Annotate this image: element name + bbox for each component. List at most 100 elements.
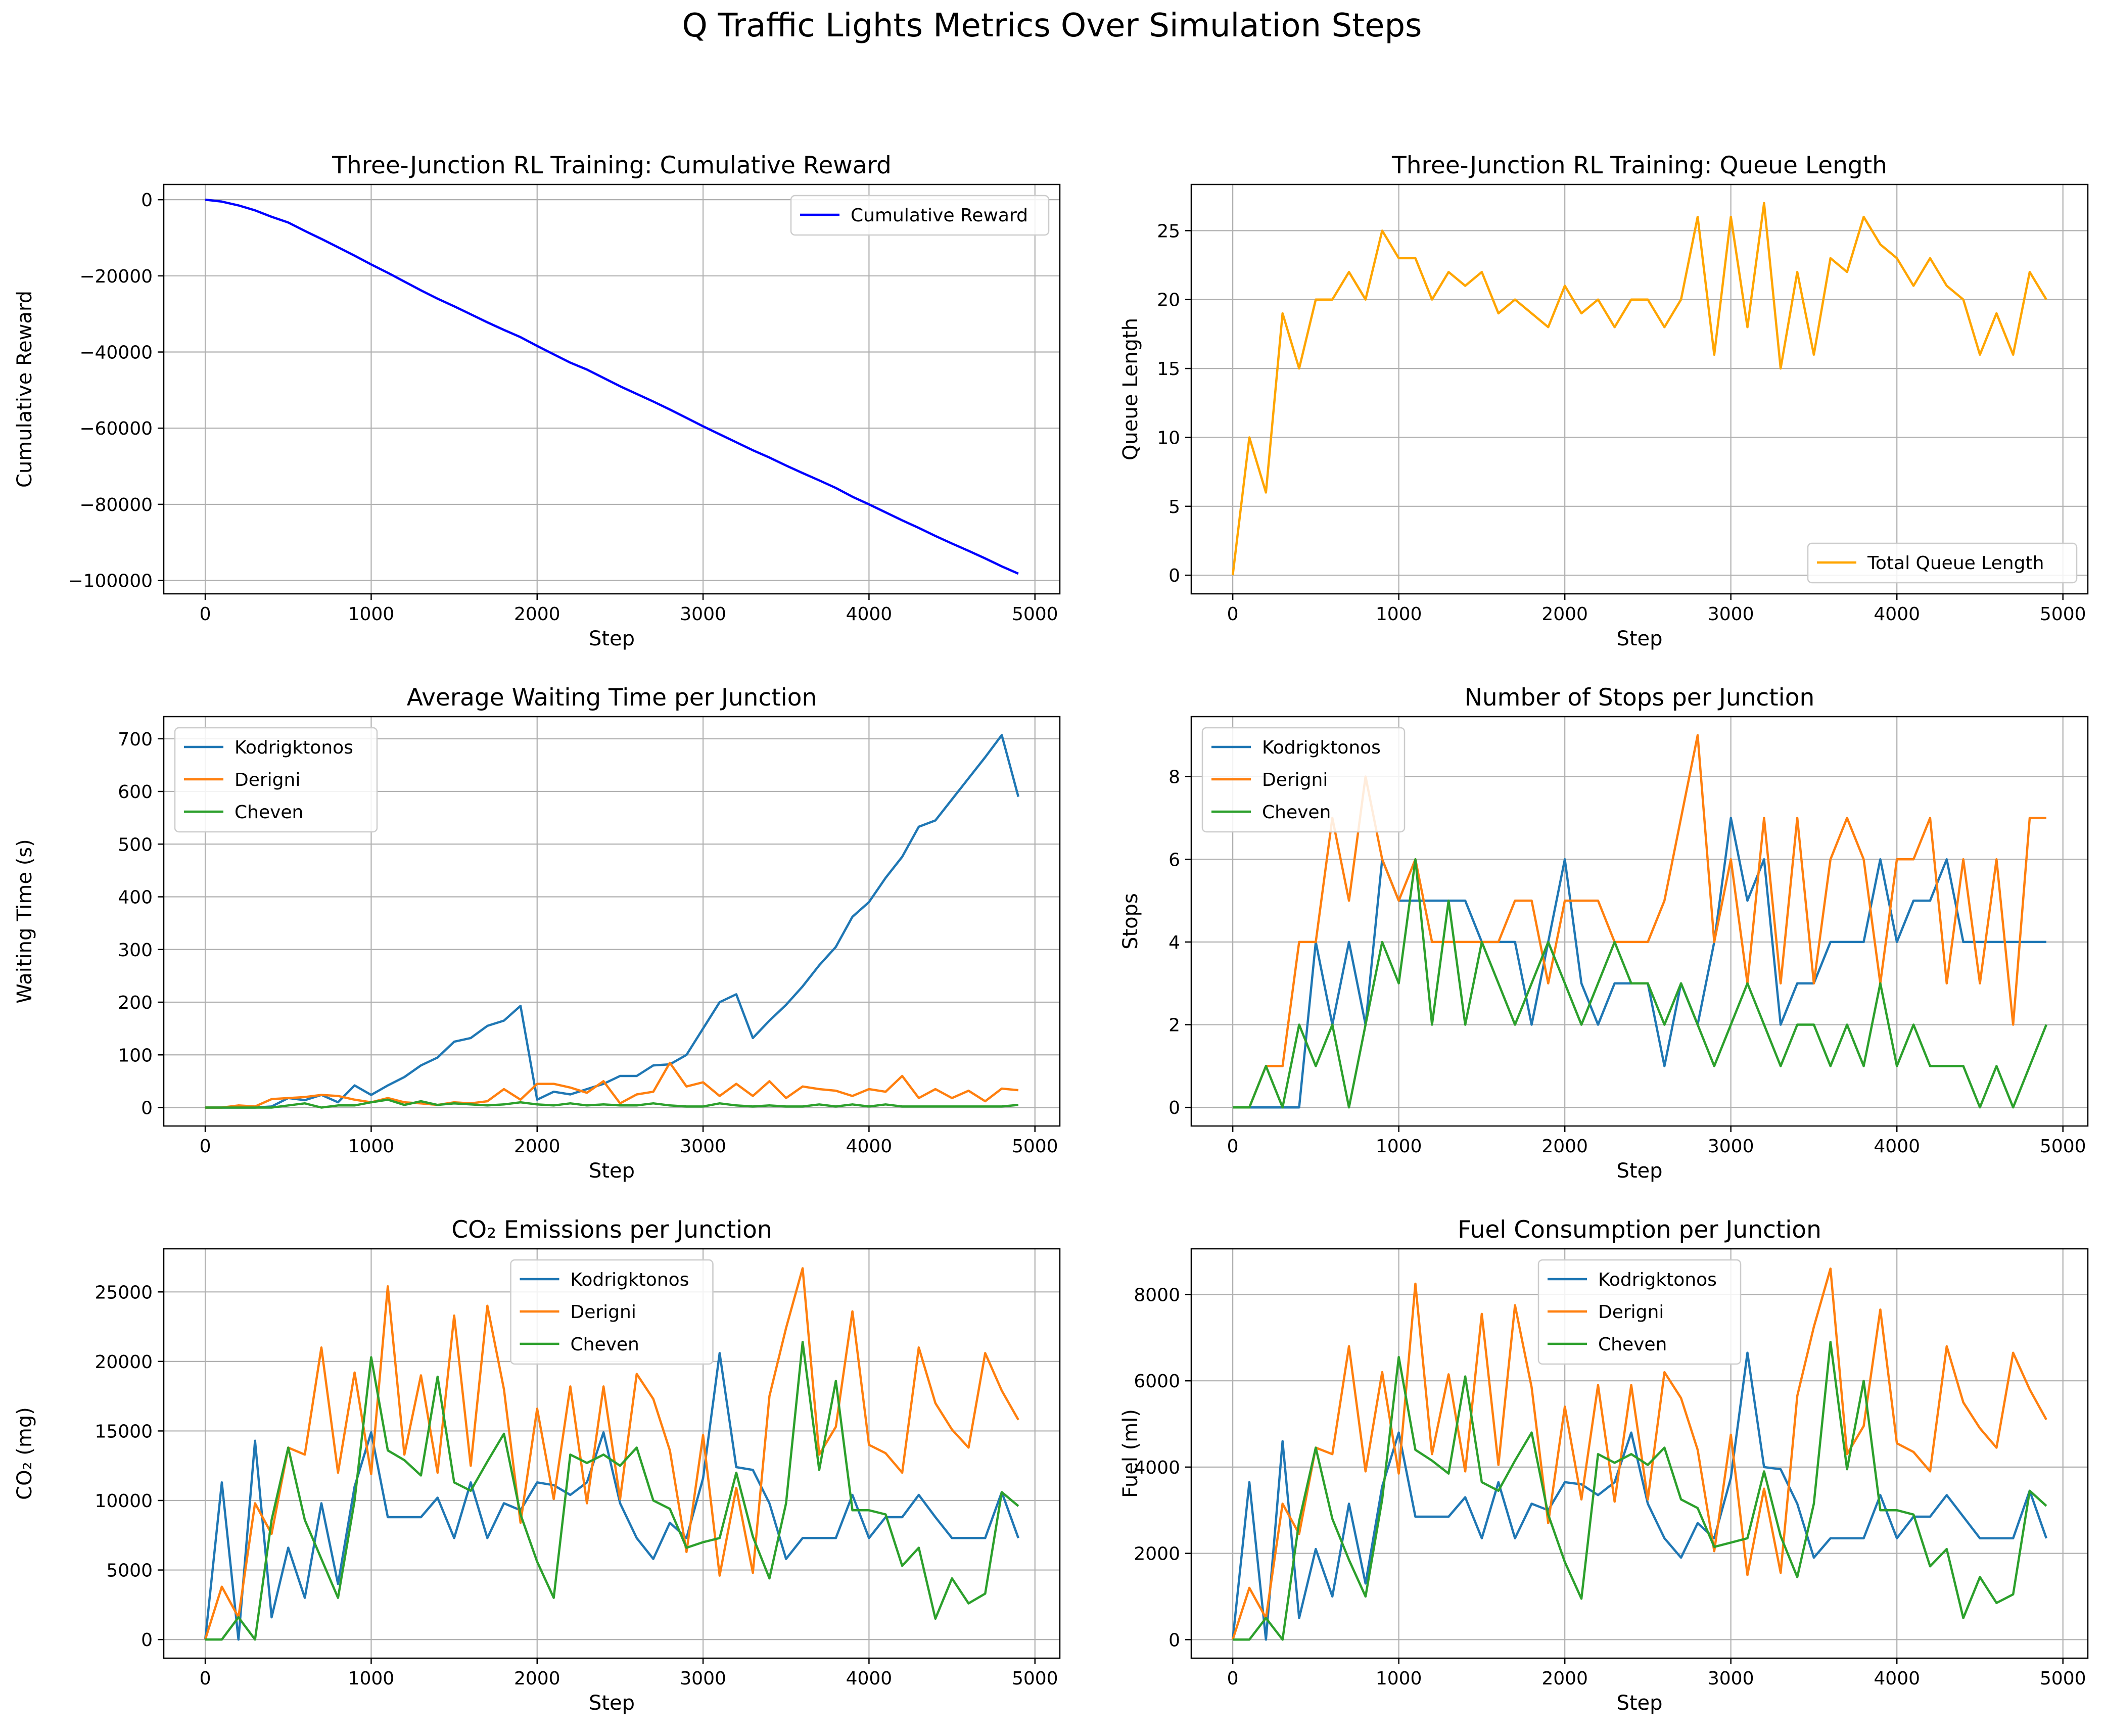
subplot-1: 0 1000 2000 3000 4000 5000 0 −20000 −40000 −60000… xyxy=(13,152,1061,650)
series-line xyxy=(1231,202,2047,576)
y-tick-label: 6 xyxy=(1168,850,1180,870)
legend-box xyxy=(1201,727,1406,833)
y-tick-label: 500 xyxy=(118,834,153,855)
subplot-title: Three-Junction RL Training: Queue Length xyxy=(1391,152,1887,179)
legend: Kodrigktonos Derigni Cheven xyxy=(1201,727,1406,833)
y-tick-label: 25000 xyxy=(95,1282,153,1303)
series-line xyxy=(204,1352,1020,1641)
x-tick-label: 1000 xyxy=(348,1668,395,1689)
x-tick-label: 0 xyxy=(1227,1668,1239,1689)
y-tick-label: 5 xyxy=(1168,497,1180,518)
axes-frame xyxy=(1190,1248,2089,1659)
x-tick-label: 1000 xyxy=(348,604,395,625)
axes-frame xyxy=(1190,716,2089,1127)
subplot-6: 0 1000 2000 3000 4000 5000 0 2000 4000 6000 8000 Fu… xyxy=(1119,1216,2089,1715)
series-line xyxy=(204,1267,1019,1640)
x-tick-label: 4000 xyxy=(1874,1668,1920,1689)
y-tick-label: 200 xyxy=(118,993,153,1013)
y-tick-label: 400 xyxy=(118,887,153,908)
subplot-3: 0 1000 2000 3000 4000 5000 0 100 200 300 400 500 600… xyxy=(13,684,1061,1183)
subplot-title: Three-Junction RL Training: Cumulative R… xyxy=(332,152,892,179)
x-tick-label: 5000 xyxy=(2040,1668,2086,1689)
subplot-2: 0 1000 2000 3000 4000 5000 0 5 10 15 20 25 Three-Jun… xyxy=(1119,152,2089,650)
legend-box xyxy=(174,727,378,833)
x-tick-label: 0 xyxy=(200,604,211,625)
x-tick-label: 4000 xyxy=(1874,604,1920,625)
y-tick-label: 8000 xyxy=(1134,1285,1180,1305)
x-tick-label: 1000 xyxy=(348,1136,395,1157)
x-tick-label: 2000 xyxy=(1541,604,1588,625)
x-tick-label: 1000 xyxy=(1376,1668,1422,1689)
axes-frame xyxy=(163,183,1061,595)
x-axis-label: Step xyxy=(589,1692,635,1715)
x-tick-label: 5000 xyxy=(2040,604,2086,625)
x-tick-label: 5000 xyxy=(1012,1668,1058,1689)
series-line xyxy=(205,1098,1019,1109)
legend-label: Derigni xyxy=(571,1302,636,1323)
x-tick-label: 2000 xyxy=(1541,1136,1588,1157)
y-axis-label: Cumulative Reward xyxy=(13,291,36,488)
axes-frame xyxy=(163,1248,1061,1659)
series-line xyxy=(1233,858,2047,1109)
x-tick-label: 3000 xyxy=(1708,604,1754,625)
legend-label: Cheven xyxy=(571,1334,639,1355)
x-tick-label: 3000 xyxy=(1708,1668,1754,1689)
x-tick-label: 4000 xyxy=(846,1668,893,1689)
y-tick-label: 2000 xyxy=(1134,1544,1180,1565)
y-tick-label: 20 xyxy=(1157,290,1180,311)
x-axis-label: Step xyxy=(589,627,635,650)
y-tick-label: −100000 xyxy=(68,571,153,592)
x-tick-label: 2000 xyxy=(514,1136,560,1157)
y-tick-label: 5000 xyxy=(106,1561,153,1581)
legend-box xyxy=(510,1259,714,1365)
y-axis-label: Stops xyxy=(1119,893,1142,950)
axes-frame xyxy=(1190,183,2089,595)
y-tick-label: 10000 xyxy=(95,1491,153,1512)
y-tick-label: −40000 xyxy=(79,343,153,363)
legend-label: Derigni xyxy=(1598,1302,1664,1323)
x-tick-label: 3000 xyxy=(680,1136,726,1157)
x-tick-label: 4000 xyxy=(846,604,893,625)
y-tick-label: 15000 xyxy=(95,1421,153,1442)
y-tick-label: 2 xyxy=(1168,1015,1180,1036)
y-tick-label: 6000 xyxy=(1134,1371,1180,1392)
subplot-title: Fuel Consumption per Junction xyxy=(1458,1216,1821,1244)
legend: Kodrigktonos Derigni Cheven xyxy=(510,1259,714,1365)
series-line xyxy=(1233,1341,2047,1641)
x-axis-label: Step xyxy=(589,1159,635,1183)
y-tick-label: 4000 xyxy=(1134,1458,1180,1478)
x-tick-label: 1000 xyxy=(1376,604,1422,625)
y-axis-label: CO₂ (mg) xyxy=(13,1407,36,1500)
y-tick-label: 4 xyxy=(1168,932,1180,953)
x-tick-label: 0 xyxy=(200,1136,211,1157)
legend-label: Cheven xyxy=(1598,1334,1667,1355)
legend: Cumulative Reward xyxy=(790,195,1050,236)
subplot-4: 0 1000 2000 3000 4000 5000 0 2 4 6 8 Number of Stop… xyxy=(1119,684,2089,1183)
y-tick-label: 10 xyxy=(1157,428,1180,448)
legend-box xyxy=(790,195,1050,236)
x-tick-label: 0 xyxy=(1227,1136,1239,1157)
x-tick-label: 0 xyxy=(1227,604,1239,625)
legend: Kodrigktonos Derigni Cheven xyxy=(1537,1259,1742,1365)
y-tick-label: 0 xyxy=(141,1630,153,1651)
y-tick-label: 300 xyxy=(118,940,153,961)
y-axis-label: Waiting Time (s) xyxy=(13,839,36,1004)
legend-label: Derigni xyxy=(235,770,300,790)
x-tick-label: 4000 xyxy=(1874,1136,1920,1157)
x-tick-label: 5000 xyxy=(1012,604,1058,625)
legend: Kodrigktonos Derigni Cheven xyxy=(174,727,378,833)
legend-box xyxy=(1537,1259,1742,1365)
x-axis-label: Step xyxy=(1616,1692,1662,1715)
x-tick-label: 3000 xyxy=(680,1668,726,1689)
y-tick-label: 25 xyxy=(1157,221,1180,242)
y-axis-label: Fuel (ml) xyxy=(1119,1409,1142,1498)
x-tick-label: 5000 xyxy=(2040,1136,2086,1157)
legend-label: Derigni xyxy=(1262,770,1328,790)
y-tick-label: 700 xyxy=(118,729,153,750)
series-line xyxy=(205,1061,1019,1109)
subplot-5: 0 1000 2000 3000 4000 5000 0 5000 10000 15000 2000… xyxy=(13,1216,1061,1715)
y-tick-label: 600 xyxy=(118,782,153,803)
legend-label: Kodrigktonos xyxy=(1262,737,1381,758)
series-line xyxy=(205,198,1019,575)
